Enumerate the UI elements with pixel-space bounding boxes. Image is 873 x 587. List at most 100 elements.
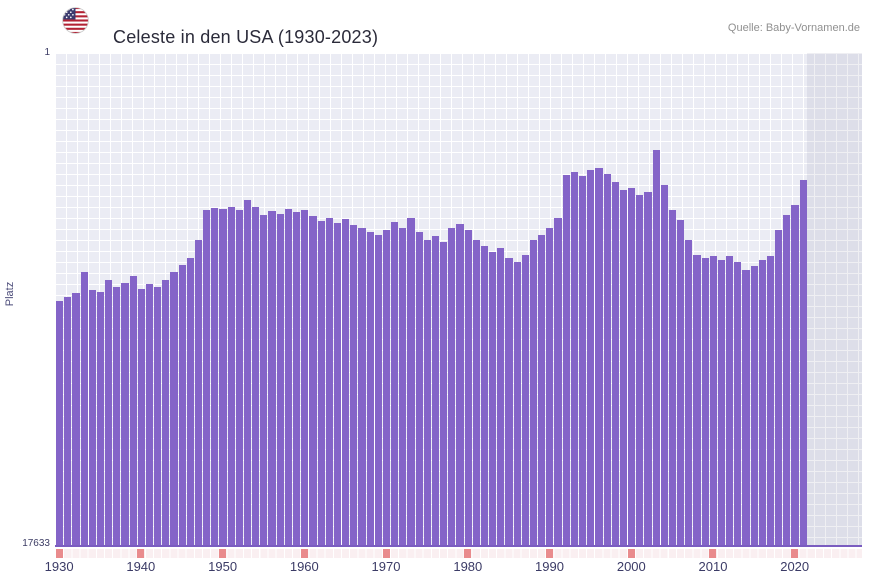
- bar-1968[interactable]: [366, 232, 374, 545]
- bar-1958[interactable]: [284, 208, 292, 545]
- bar-2014[interactable]: [742, 270, 750, 545]
- bar-1998[interactable]: [611, 181, 619, 545]
- bar-1933[interactable]: [80, 272, 88, 545]
- bar-1944[interactable]: [170, 272, 178, 545]
- bar-1930[interactable]: [56, 301, 64, 545]
- bar-2021[interactable]: [799, 179, 807, 545]
- x-axis-tick-2020: [791, 549, 799, 558]
- bar-2004[interactable]: [660, 184, 668, 545]
- bar-1967[interactable]: [358, 227, 366, 545]
- y-axis-top-label: 1: [44, 47, 50, 58]
- bar-2010[interactable]: [709, 256, 717, 545]
- bar-2006[interactable]: [677, 220, 685, 545]
- bar-1947[interactable]: [194, 239, 203, 545]
- bar-2013[interactable]: [734, 261, 742, 545]
- bar-1961[interactable]: [309, 215, 317, 545]
- bar-1980[interactable]: [464, 229, 472, 545]
- bar-1936[interactable]: [105, 280, 113, 545]
- bar-1962[interactable]: [317, 220, 325, 545]
- bar-2009[interactable]: [701, 258, 709, 545]
- bar-1964[interactable]: [333, 222, 342, 545]
- bar-1951[interactable]: [227, 207, 235, 545]
- bar-1941[interactable]: [145, 284, 154, 545]
- bar-1956[interactable]: [268, 210, 276, 545]
- bar-2005[interactable]: [668, 210, 677, 545]
- x-axis-label-1950: 1950: [208, 559, 238, 574]
- bar-1979[interactable]: [456, 224, 464, 545]
- bar-2018[interactable]: [775, 229, 783, 545]
- bar-2000[interactable]: [628, 188, 636, 545]
- bar-1940[interactable]: [137, 288, 145, 545]
- bar-2017[interactable]: [766, 256, 775, 545]
- bar-1981[interactable]: [472, 239, 480, 545]
- y-axis-bottom-label: 17633: [22, 538, 50, 549]
- bar-1937[interactable]: [113, 287, 121, 545]
- bar-1931[interactable]: [64, 297, 72, 545]
- bar-1938[interactable]: [121, 283, 129, 545]
- bar-1984[interactable]: [497, 248, 505, 545]
- bar-2015[interactable]: [750, 266, 758, 545]
- bar-1963[interactable]: [325, 217, 333, 545]
- bar-1976[interactable]: [431, 236, 440, 545]
- bar-1953[interactable]: [243, 200, 252, 545]
- bar-2008[interactable]: [693, 255, 701, 545]
- bar-1977[interactable]: [440, 241, 448, 545]
- bar-1965[interactable]: [342, 219, 350, 545]
- bar-1960[interactable]: [301, 210, 309, 545]
- bar-1969[interactable]: [374, 234, 382, 545]
- bar-1994[interactable]: [579, 176, 587, 545]
- bar-2020[interactable]: [791, 205, 799, 545]
- bar-1971[interactable]: [391, 222, 399, 545]
- plot-area[interactable]: [55, 53, 862, 545]
- bar-1957[interactable]: [276, 213, 284, 545]
- bar-1948[interactable]: [203, 210, 211, 545]
- bar-1949[interactable]: [211, 208, 219, 545]
- bar-1935[interactable]: [96, 291, 105, 545]
- bar-1974[interactable]: [415, 232, 423, 545]
- bar-1932[interactable]: [72, 292, 80, 545]
- bar-1978[interactable]: [448, 227, 456, 545]
- bar-1975[interactable]: [423, 239, 431, 545]
- bar-2001[interactable]: [636, 195, 644, 545]
- bar-1988[interactable]: [529, 239, 538, 545]
- bar-2007[interactable]: [685, 239, 693, 545]
- bar-1983[interactable]: [489, 251, 497, 545]
- bar-2003[interactable]: [652, 150, 660, 545]
- bar-1992[interactable]: [562, 174, 570, 545]
- x-axis-tick-1980: [464, 549, 472, 558]
- bar-1996[interactable]: [595, 167, 603, 545]
- bar-1954[interactable]: [252, 207, 260, 545]
- x-axis-label-2010: 2010: [698, 559, 728, 574]
- bar-1997[interactable]: [603, 174, 611, 545]
- bar-1993[interactable]: [570, 172, 578, 545]
- bar-1959[interactable]: [292, 212, 301, 545]
- bar-1952[interactable]: [235, 210, 243, 545]
- bar-1982[interactable]: [480, 246, 489, 545]
- bar-2002[interactable]: [644, 191, 652, 545]
- bar-1945[interactable]: [178, 265, 186, 545]
- bar-2012[interactable]: [726, 256, 734, 545]
- bar-1986[interactable]: [513, 261, 521, 545]
- bar-1989[interactable]: [538, 234, 546, 545]
- us-flag-icon: [62, 7, 89, 34]
- bar-1946[interactable]: [186, 258, 194, 545]
- bar-1995[interactable]: [587, 169, 595, 545]
- bar-1943[interactable]: [162, 280, 170, 545]
- bar-2016[interactable]: [758, 260, 766, 545]
- bar-1966[interactable]: [350, 225, 358, 545]
- bar-1999[interactable]: [619, 189, 628, 545]
- bar-1985[interactable]: [505, 258, 513, 545]
- bar-1987[interactable]: [521, 255, 529, 545]
- bar-1991[interactable]: [554, 217, 562, 545]
- bar-1950[interactable]: [219, 208, 227, 545]
- bar-1973[interactable]: [407, 217, 415, 545]
- bar-1972[interactable]: [399, 227, 407, 545]
- bar-1934[interactable]: [88, 290, 96, 545]
- bar-2019[interactable]: [783, 215, 791, 545]
- bar-1990[interactable]: [546, 227, 554, 545]
- bar-1939[interactable]: [129, 276, 137, 545]
- bar-1970[interactable]: [382, 229, 391, 545]
- bar-2011[interactable]: [717, 260, 726, 545]
- bar-1942[interactable]: [154, 287, 162, 545]
- bar-1955[interactable]: [260, 215, 268, 545]
